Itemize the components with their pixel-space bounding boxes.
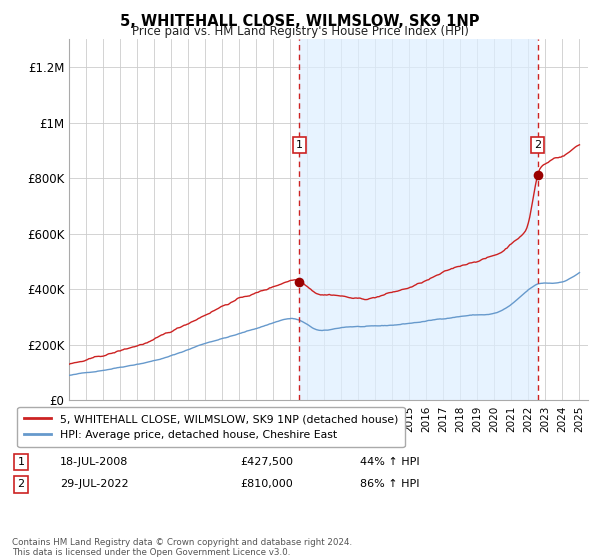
Text: 2: 2 (534, 140, 541, 150)
Text: £810,000: £810,000 (240, 479, 293, 489)
Text: 18-JUL-2008: 18-JUL-2008 (60, 457, 128, 467)
Text: Price paid vs. HM Land Registry's House Price Index (HPI): Price paid vs. HM Land Registry's House … (131, 25, 469, 38)
Text: 86% ↑ HPI: 86% ↑ HPI (360, 479, 419, 489)
Text: 29-JUL-2022: 29-JUL-2022 (60, 479, 128, 489)
Text: 1: 1 (17, 457, 25, 467)
Text: £427,500: £427,500 (240, 457, 293, 467)
Legend: 5, WHITEHALL CLOSE, WILMSLOW, SK9 1NP (detached house), HPI: Average price, deta: 5, WHITEHALL CLOSE, WILMSLOW, SK9 1NP (d… (17, 407, 404, 447)
Text: Contains HM Land Registry data © Crown copyright and database right 2024.
This d: Contains HM Land Registry data © Crown c… (12, 538, 352, 557)
Bar (299, 39, 538, 400)
Text: 5, WHITEHALL CLOSE, WILMSLOW, SK9 1NP: 5, WHITEHALL CLOSE, WILMSLOW, SK9 1NP (120, 14, 480, 29)
Text: 2: 2 (17, 479, 25, 489)
Text: 44% ↑ HPI: 44% ↑ HPI (360, 457, 419, 467)
Text: 1: 1 (296, 140, 303, 150)
